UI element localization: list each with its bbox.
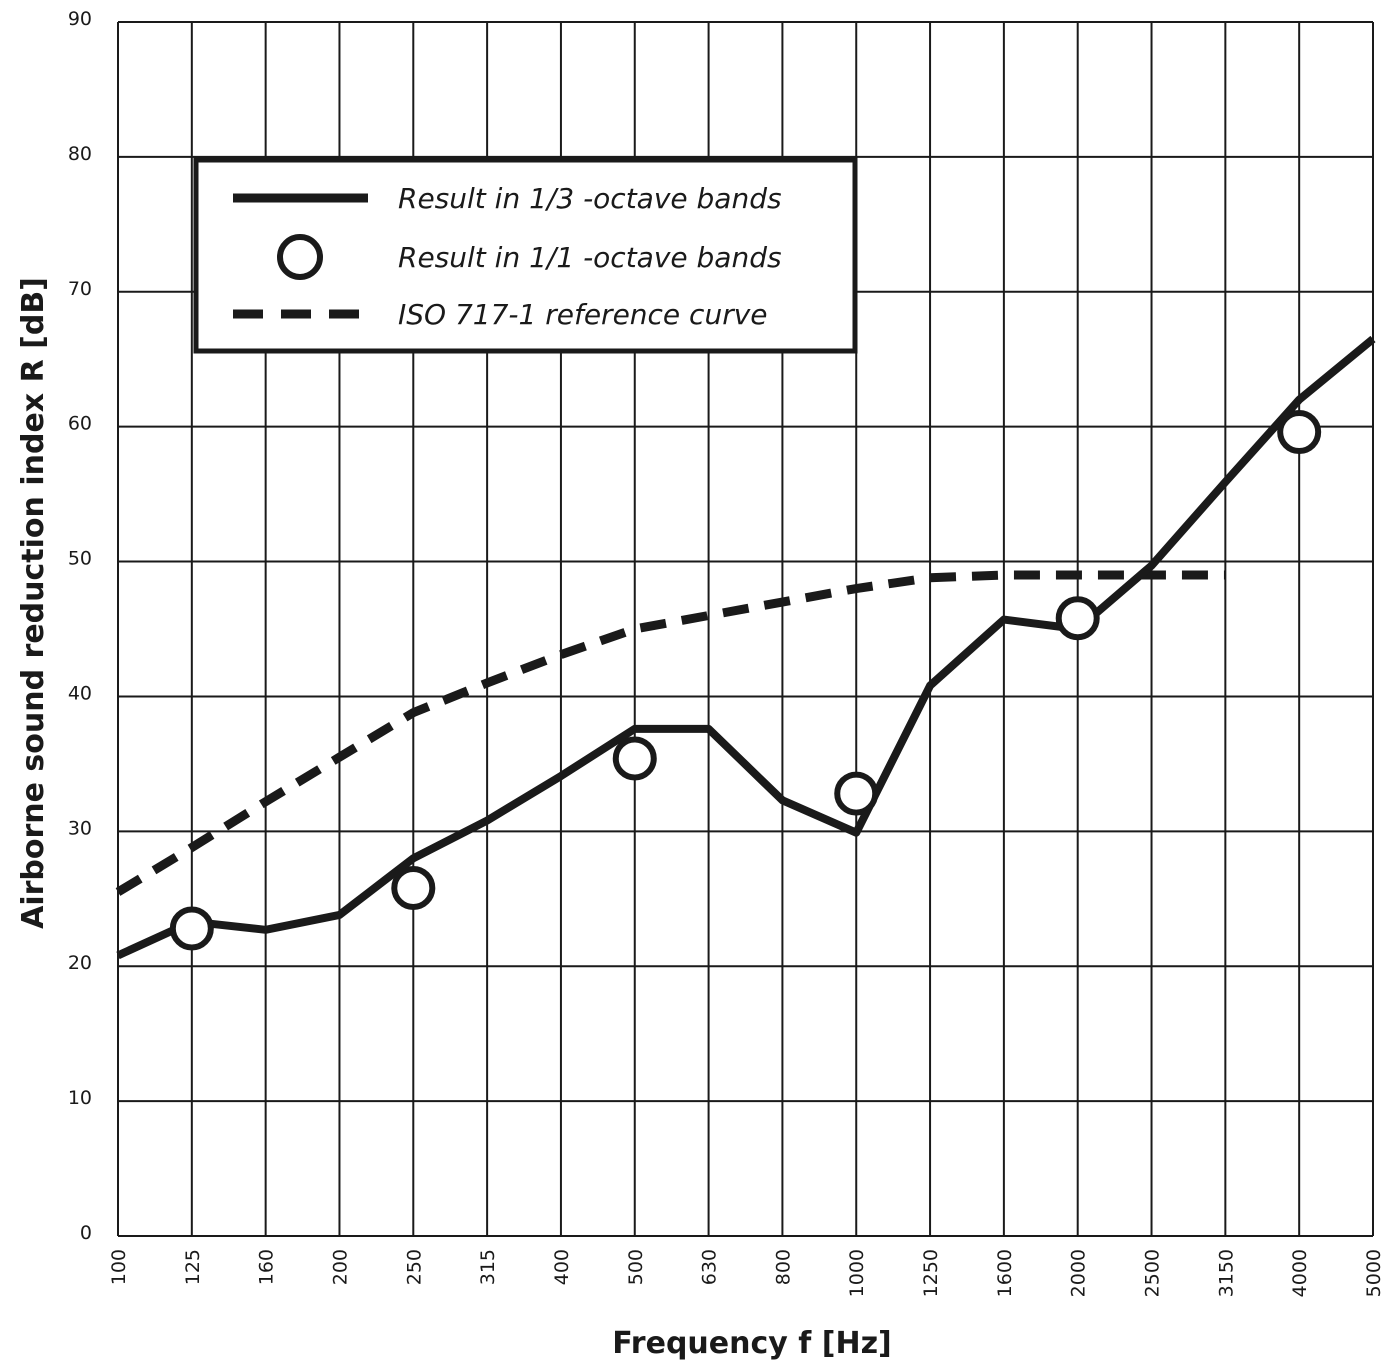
x-tick-label: 800 (772, 1249, 794, 1285)
y-tick-label: 10 (68, 1087, 92, 1109)
y-tick-label: 20 (68, 952, 92, 974)
y-tick-label: 60 (68, 413, 92, 435)
legend-label-octave: Result in 1/1 -octave bands (398, 241, 782, 274)
x-tick-label: 250 (403, 1249, 425, 1285)
y-tick-label: 40 (68, 682, 92, 704)
x-tick-label: 4000 (1289, 1249, 1311, 1297)
x-tick-label: 3150 (1215, 1249, 1237, 1297)
x-tick-label: 2000 (1068, 1249, 1090, 1297)
legend: Result in 1/3 -octave bands Result in 1/… (193, 157, 858, 354)
series-third-octave-line (116, 335, 1376, 960)
x-tick-label: 400 (551, 1249, 573, 1285)
x-tick-labels: 100 125 160 200 250 315 400 500 630 800 1000 1250 16… (108, 1249, 1385, 1297)
legend-swatch-circle (277, 234, 323, 280)
octave-band-point (391, 865, 436, 910)
octave-band-point (834, 771, 879, 816)
x-tick-label: 100 (108, 1249, 130, 1285)
x-tick-label: 200 (329, 1249, 351, 1285)
x-tick-label: 500 (625, 1249, 647, 1285)
legend-label-reference: ISO 717-1 reference curve (398, 298, 768, 331)
y-tick-label: 0 (80, 1222, 92, 1244)
series-reference-curve-line (115, 570, 1226, 896)
y-axis-title: Airborne sound reduction index R [dB] (16, 277, 51, 929)
octave-band-point (612, 736, 657, 781)
x-axis-title: Frequency f [Hz] (612, 1326, 892, 1361)
legend-label-third-octave: Result in 1/3 -octave bands (398, 182, 782, 215)
x-tick-label: 125 (182, 1249, 204, 1285)
y-tick-labels: 0 10 20 30 40 50 60 70 80 90 (68, 8, 92, 1244)
x-tick-label: 5000 (1363, 1249, 1385, 1297)
x-tick-label: 160 (256, 1249, 278, 1285)
y-tick-label: 80 (68, 143, 92, 165)
octave-band-point (169, 906, 214, 951)
x-tick-label: 1000 (846, 1249, 868, 1297)
series-layer (115, 335, 1376, 960)
octave-band-point (1277, 410, 1322, 455)
x-tick-label: 630 (699, 1249, 721, 1285)
y-tick-label: 90 (68, 8, 92, 30)
octave-band-point (1055, 596, 1100, 641)
y-tick-label: 50 (68, 548, 92, 570)
x-tick-label: 1250 (920, 1249, 942, 1297)
x-tick-label: 315 (477, 1249, 499, 1285)
y-tick-label: 70 (68, 278, 92, 300)
x-tick-label: 1600 (994, 1249, 1016, 1297)
x-tick-label: 2500 (1142, 1249, 1164, 1297)
y-tick-label: 30 (68, 817, 92, 839)
